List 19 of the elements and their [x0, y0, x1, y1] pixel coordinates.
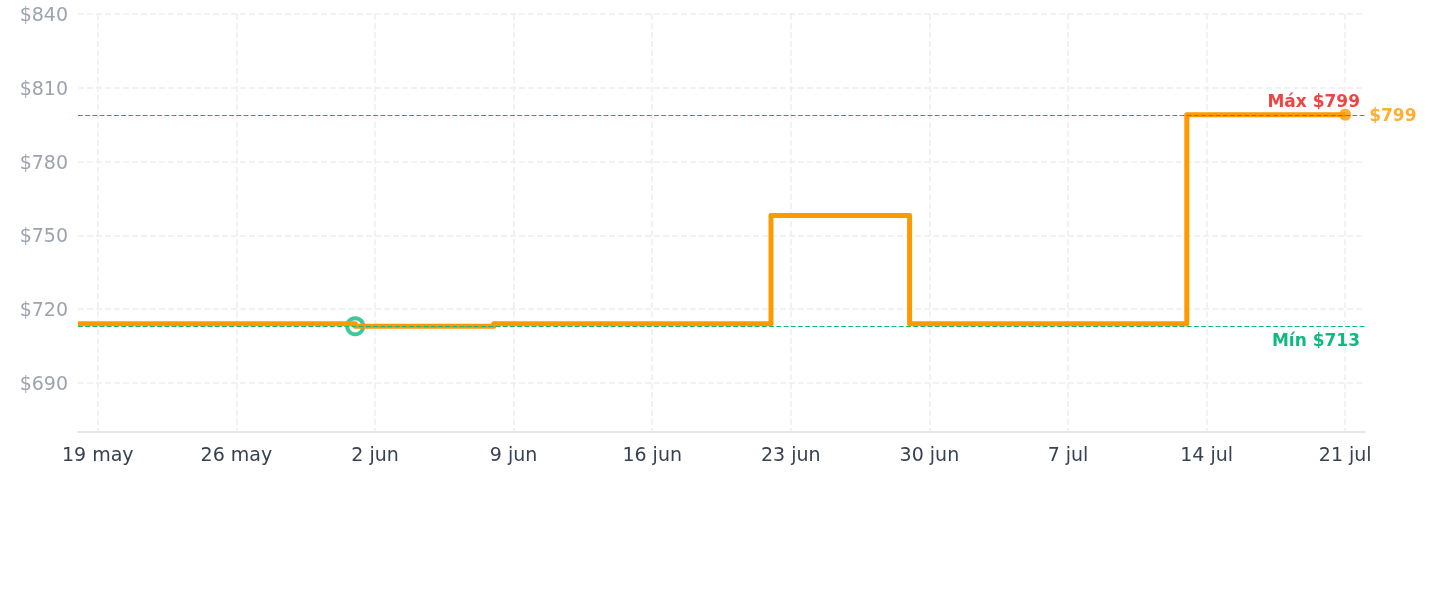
y-tick-label: $840 [19, 3, 68, 25]
x-tick-label: 9 jun [489, 442, 538, 465]
x-tick-label: 21 jul [1318, 442, 1372, 465]
x-tick-label: 2 jun [351, 442, 399, 465]
y-tick-label: $750 [19, 224, 68, 247]
y-tick-label: $780 [19, 150, 68, 173]
y-tick-label: $810 [19, 76, 68, 99]
x-tick-label: 23 jun [761, 442, 821, 465]
x-tick-label: 30 jun [899, 442, 960, 465]
x-tick-label: 19 may [61, 442, 134, 465]
ref-line-label: Mín $713 [1271, 329, 1360, 350]
x-tick-label: 7 jul [1047, 442, 1089, 465]
x-tick-label: 16 jun [622, 442, 682, 465]
y-tick-label: $720 [19, 298, 68, 321]
data-label: $799 [1369, 104, 1417, 125]
x-tick-label: 14 jul [1180, 442, 1234, 465]
y-tick-label: $690 [19, 371, 68, 394]
x-tick-label: 26 may [200, 442, 273, 465]
ref-line-label: Máx $799 [1267, 91, 1360, 112]
